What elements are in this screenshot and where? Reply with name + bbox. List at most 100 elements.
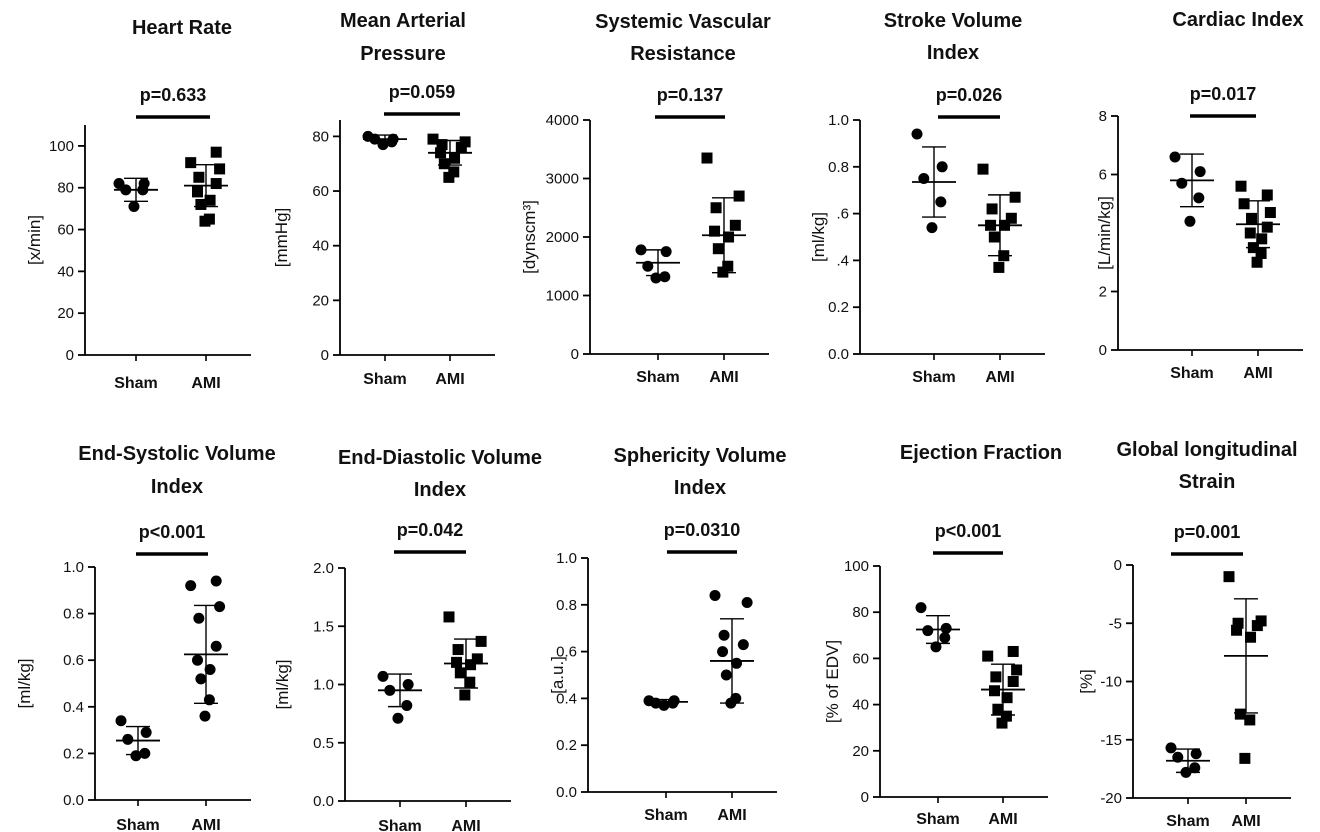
data-point — [977, 163, 989, 175]
data-point — [701, 152, 713, 164]
y-tick-label: 20 — [57, 305, 74, 322]
data-point — [720, 669, 732, 681]
y-tick-label: -20 — [1100, 790, 1122, 807]
panel-title: End-Diastolic Volume — [338, 447, 542, 469]
data-point — [459, 136, 471, 148]
y-tick-label: 0.6 — [63, 652, 84, 669]
x-tick-label: Sham — [912, 369, 956, 386]
y-tick-label: 80 — [852, 604, 869, 621]
panel-title: Stroke Volume — [884, 10, 1023, 32]
panel-title: Heart Rate — [132, 17, 232, 39]
data-point — [192, 186, 203, 198]
data-point — [926, 222, 938, 234]
y-tick-label: .6 — [836, 206, 849, 223]
y-tick-label: 60 — [57, 222, 74, 239]
data-point — [193, 612, 205, 624]
y-tick-label: 1.0 — [556, 550, 577, 567]
y-tick-label: 0.4 — [63, 699, 84, 716]
y-axis-label: [ml/kg] — [15, 658, 34, 708]
data-point — [1189, 762, 1201, 774]
data-point — [471, 653, 483, 665]
y-tick-label: 1.0 — [63, 559, 84, 576]
data-point — [138, 178, 150, 190]
panel-title: End-Systolic Volume — [78, 443, 275, 465]
data-point — [1001, 692, 1013, 704]
x-tick-label: AMI — [717, 807, 746, 824]
x-tick-label: Sham — [114, 375, 158, 392]
y-tick-label: 0.6 — [556, 644, 577, 661]
panel-9: Ejection Fraction p<0.001 0 20 40 60 80 100 [% o… — [823, 442, 1062, 828]
data-point — [377, 139, 389, 151]
y-tick-label: 20 — [312, 292, 329, 309]
y-tick-label: 0.2 — [828, 299, 849, 316]
x-tick-label: Sham — [1170, 365, 1214, 382]
p-value: p=0.633 — [140, 85, 207, 105]
data-point — [729, 219, 741, 231]
data-point — [402, 679, 414, 690]
y-tick-label: 0 — [571, 346, 579, 363]
y-axis-label: [%] — [1077, 669, 1096, 694]
y-tick-label: 40 — [852, 697, 869, 714]
y-tick-label: 1.0 — [828, 112, 849, 129]
y-tick-label: .4 — [836, 252, 849, 269]
p-value: p=0.001 — [1174, 522, 1241, 542]
data-point — [452, 644, 464, 656]
y-tick-label: 100 — [49, 138, 74, 155]
data-point — [1007, 676, 1019, 687]
data-point — [451, 656, 463, 668]
data-point — [203, 213, 215, 225]
panel-8: Sphericity Volume Index p=0.0310 0.0 0.2 0.4 0… — [548, 445, 787, 824]
y-tick-label: 0.8 — [828, 159, 849, 176]
panel-title: Systemic Vascular — [595, 11, 771, 33]
y-tick-label: 0 — [1114, 557, 1122, 574]
data-point — [741, 596, 753, 608]
data-point — [1245, 631, 1257, 643]
data-point — [362, 130, 374, 142]
data-point — [659, 271, 671, 283]
x-tick-label: Sham — [636, 369, 680, 386]
data-point — [193, 171, 205, 183]
p-value: p=0.017 — [1190, 84, 1257, 104]
data-point — [1009, 191, 1021, 203]
data-point — [1261, 189, 1273, 201]
data-point — [122, 733, 134, 745]
data-point — [1005, 212, 1017, 224]
data-point — [930, 641, 942, 653]
y-axis-label: [a.u.] — [548, 656, 567, 694]
x-tick-label: Sham — [1166, 813, 1210, 830]
panel-10: Global longitudinal Strain p=0.001 -20 -15 -1… — [1077, 439, 1298, 830]
x-tick-label: AMI — [988, 811, 1017, 828]
data-point — [438, 158, 450, 170]
data-point — [210, 178, 222, 190]
data-point — [377, 670, 389, 682]
data-point — [401, 699, 413, 711]
panel-title: Index — [674, 477, 726, 499]
data-point — [130, 750, 142, 762]
data-point — [427, 133, 439, 145]
panel-1: Heart Rate p=0.633 0 20 40 60 80 100 [x/min] Sham… — [25, 17, 251, 392]
data-point — [115, 715, 127, 727]
x-tick-label: AMI — [1231, 813, 1260, 830]
data-point — [195, 673, 207, 685]
data-point — [911, 128, 923, 140]
p-value: p=0.042 — [397, 520, 464, 540]
y-tick-label: 8 — [1099, 108, 1107, 125]
x-tick-label: Sham — [363, 371, 407, 388]
panel-title: Sphericity Volume — [613, 445, 786, 467]
data-point — [436, 139, 448, 151]
data-point — [199, 710, 211, 722]
data-point — [940, 622, 952, 634]
panel-title: Ejection Fraction — [900, 442, 1062, 464]
data-point — [195, 198, 207, 210]
y-tick-label: 80 — [312, 128, 329, 145]
y-tick-label: 0.0 — [63, 792, 84, 809]
y-tick-label: 2000 — [546, 229, 579, 246]
data-point — [210, 575, 222, 587]
y-tick-label: 0.0 — [828, 346, 849, 363]
y-tick-label: 0.8 — [63, 606, 84, 623]
data-point — [1011, 664, 1023, 676]
data-point — [185, 580, 197, 592]
data-point — [1264, 207, 1276, 219]
p-value: p<0.001 — [935, 521, 1002, 541]
y-tick-label: 20 — [852, 743, 869, 760]
